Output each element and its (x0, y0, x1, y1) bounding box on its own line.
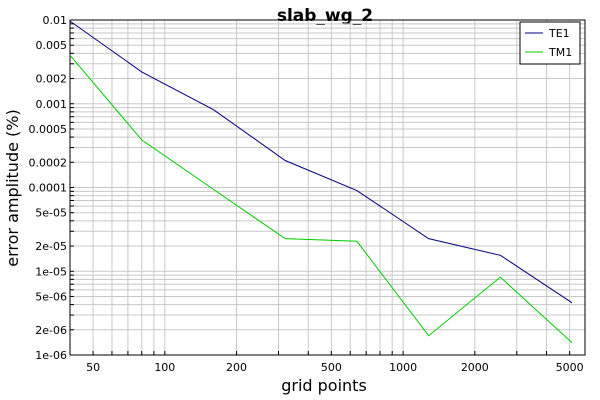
y-tick-label: 0.002 (36, 73, 68, 86)
series-layer (69, 20, 573, 344)
y-tick-label: 0.0002 (29, 156, 68, 169)
x-tick-label: 200 (226, 361, 247, 374)
series-line-te1 (69, 20, 573, 304)
y-tick-label: 0.001 (36, 98, 68, 111)
y-tick-label: 2e-05 (35, 240, 67, 253)
y-tick-label: 0.01 (43, 14, 68, 27)
x-tick-label: 1000 (389, 361, 417, 374)
y-axis-label: error amplitude (%) (3, 109, 22, 266)
x-tick-label: 2000 (461, 361, 489, 374)
x-tick-label: 100 (154, 361, 175, 374)
legend-label-tm1: TM1 (548, 46, 572, 59)
y-tick-label: 0.0001 (29, 182, 68, 195)
chart-title: slab_wg_2 (277, 6, 373, 26)
legend: TE1 TM1 (519, 21, 581, 65)
legend-box (519, 21, 581, 65)
x-axis-label: grid points (281, 376, 367, 395)
y-tick-label: 5e-05 (35, 207, 67, 220)
y-tick-label: 1e-06 (35, 349, 67, 362)
x-tick-label: 5000 (556, 361, 584, 374)
x-tick-label: 50 (86, 361, 100, 374)
y-tick-label: 1e-05 (35, 265, 67, 278)
y-tick-label: 5e-06 (35, 290, 67, 303)
grid-layer (69, 19, 585, 356)
y-tick-label: 0.005 (36, 39, 68, 52)
y-tick-label: 0.0005 (29, 123, 68, 136)
x-tick-label: 500 (321, 361, 342, 374)
legend-label-te1: TE1 (548, 27, 570, 40)
tick-layer: 50 100 200 500 1000 2000 5000 0.01 0.005 0.002 0.0… (29, 14, 584, 374)
series-line-tm1 (69, 54, 573, 344)
y-tick-label: 2e-06 (35, 324, 67, 337)
